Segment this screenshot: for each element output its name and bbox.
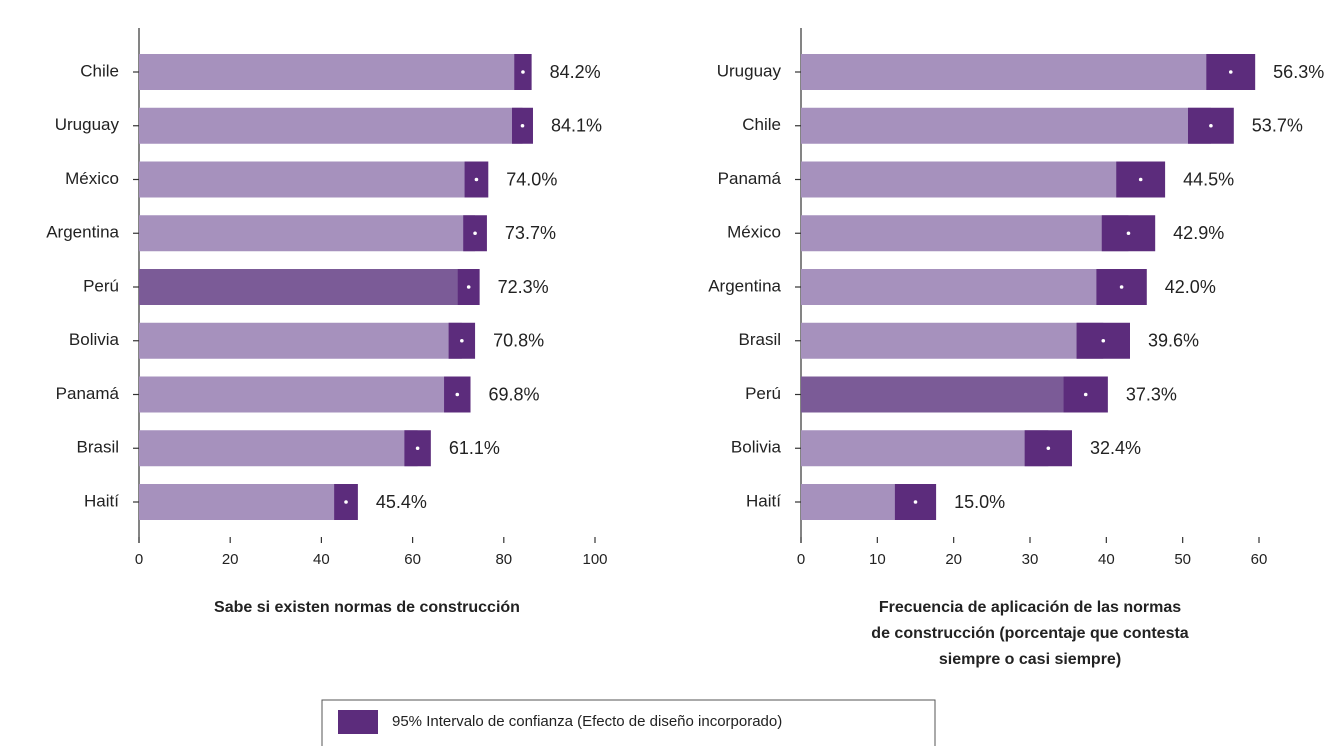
point-marker — [415, 446, 420, 451]
bar — [801, 161, 1141, 198]
x-tick-label: 30 — [1022, 551, 1039, 568]
point-marker — [473, 231, 477, 236]
point-marker — [1138, 177, 1143, 182]
value-label: 45.4% — [376, 492, 427, 512]
y-tick-label: Panamá — [56, 384, 120, 403]
bar — [801, 107, 1211, 144]
y-tick-label: Uruguay — [717, 61, 782, 80]
point-marker — [1046, 446, 1051, 451]
value-label: 56.3% — [1273, 62, 1324, 82]
bar — [801, 376, 1086, 413]
legend-swatch — [338, 710, 378, 734]
bar — [801, 215, 1129, 252]
point-marker — [1228, 70, 1233, 74]
point-marker — [344, 500, 348, 504]
point-marker — [520, 123, 525, 128]
value-label: 15.0% — [954, 492, 1005, 512]
point-marker — [1101, 338, 1106, 343]
value-label: 44.5% — [1183, 169, 1234, 189]
y-tick-label: Perú — [745, 384, 781, 403]
x-axis-label: Frecuencia de aplicación de las normas — [879, 599, 1181, 616]
y-tick-label: Chile — [80, 61, 119, 80]
legend-label: 95% Intervalo de confianza (Efecto de di… — [392, 713, 782, 730]
x-axis-label: siempre o casi siempre) — [939, 651, 1121, 668]
y-tick-label: Bolivia — [69, 330, 120, 349]
value-label: 84.1% — [551, 116, 602, 136]
value-label: 72.3% — [498, 277, 549, 297]
y-tick-label: Chile — [742, 115, 781, 134]
y-tick-label: Uruguay — [55, 115, 120, 134]
value-label: 74.0% — [506, 169, 557, 189]
x-tick-label: 0 — [797, 551, 805, 568]
bar — [139, 322, 462, 359]
value-label: 42.0% — [1165, 277, 1216, 297]
point-marker — [455, 392, 460, 397]
bar — [139, 107, 523, 144]
x-axis-label: Sabe si existen normas de construcción — [214, 599, 520, 616]
bar — [801, 430, 1049, 467]
y-tick-label: México — [727, 223, 781, 242]
point-marker — [521, 70, 525, 74]
y-tick-label: Argentina — [46, 223, 119, 242]
bar — [801, 322, 1104, 359]
bar — [139, 269, 469, 305]
y-tick-label: Haití — [84, 491, 119, 510]
value-label: 69.8% — [489, 384, 540, 404]
x-axis-label: de construcción (porcentaje que contesta — [871, 625, 1189, 642]
bar — [801, 269, 1122, 305]
bar — [139, 54, 523, 90]
x-tick-label: 40 — [1098, 551, 1115, 568]
value-label: 61.1% — [449, 438, 500, 458]
x-tick-label: 0 — [135, 551, 143, 568]
bar — [139, 215, 476, 252]
x-tick-label: 20 — [222, 551, 239, 568]
value-label: 53.7% — [1252, 116, 1303, 136]
point-marker — [1083, 392, 1088, 397]
value-label: 42.9% — [1173, 223, 1224, 243]
y-tick-label: Argentina — [708, 276, 781, 295]
y-tick-label: Brasil — [76, 438, 119, 457]
legend-box — [321, 699, 936, 746]
x-tick-label: 20 — [945, 551, 962, 568]
value-label: 32.4% — [1090, 438, 1141, 458]
x-tick-label: 80 — [495, 551, 512, 568]
point-marker — [1126, 231, 1131, 236]
value-label: 39.6% — [1148, 331, 1199, 351]
bar — [139, 430, 418, 467]
y-tick-label: Bolivia — [731, 438, 782, 457]
y-tick-label: Perú — [83, 276, 119, 295]
y-tick-label: Panamá — [718, 169, 782, 188]
bar — [139, 161, 477, 198]
y-tick-label: México — [65, 169, 119, 188]
bar — [139, 484, 347, 520]
value-label: 73.7% — [505, 223, 556, 243]
point-marker — [466, 285, 471, 289]
y-tick-label: Brasil — [738, 330, 781, 349]
bar — [139, 376, 458, 413]
x-tick-label: 40 — [313, 551, 330, 568]
value-label: 70.8% — [493, 331, 544, 351]
y-tick-label: Haití — [746, 491, 781, 510]
x-tick-label: 60 — [404, 551, 421, 568]
x-tick-label: 60 — [1251, 551, 1268, 568]
x-tick-label: 100 — [582, 551, 607, 568]
value-label: 37.3% — [1126, 384, 1177, 404]
x-tick-label: 50 — [1174, 551, 1191, 568]
point-marker — [1209, 123, 1213, 128]
x-tick-label: 10 — [869, 551, 886, 568]
bar — [801, 54, 1231, 90]
point-marker — [474, 177, 479, 182]
point-marker — [913, 500, 918, 504]
point-marker — [1119, 285, 1124, 289]
point-marker — [460, 338, 464, 343]
value-label: 84.2% — [550, 62, 601, 82]
